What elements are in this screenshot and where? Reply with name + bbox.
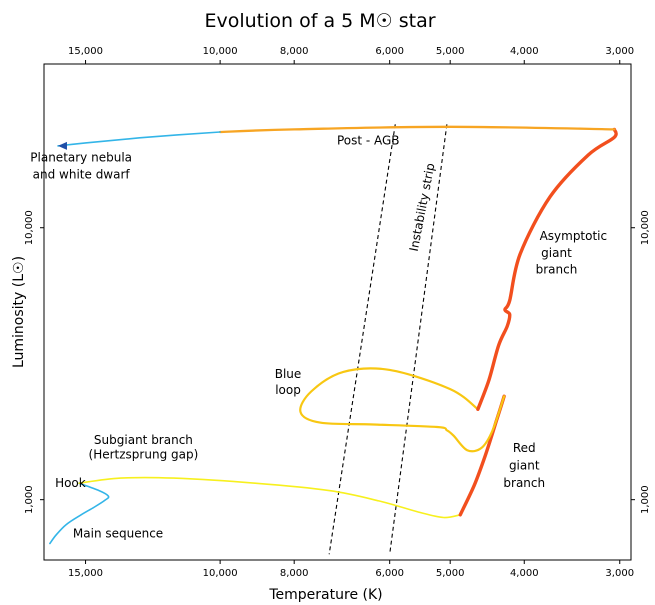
series-layer [49,125,618,545]
series-blue-loop [299,367,506,453]
annotation-asymptotic: Asymptotic [540,229,608,243]
annotation-and-white-dwarf: and white dwarf [33,167,131,181]
annotation-red: Red [513,441,536,455]
series-asymptotic-giant-branch [476,127,618,411]
series-main-sequence [49,482,110,545]
y-tick-label-right: 1,000 [640,485,651,514]
x-tick-label-bottom: 5,000 [436,568,465,579]
axis-ticks: 15,000 15,000 10,000 10,000 8,000 8,000 6,000 6… [24,46,651,579]
y-tick-label-left: 1,000 [24,485,35,514]
annotation-giant: giant [509,459,540,473]
x-tick-label-bottom: 8,000 [280,568,309,579]
x-tick-label-top: 3,000 [605,46,634,57]
chart-title: Evolution of a 5 M☉ star [204,10,435,32]
series-planetary-nebula-and-white-dwarf [57,131,221,147]
series-post-agb [218,125,616,134]
instability-strip-line [389,124,448,555]
y-tick-label-left: 10,000 [24,210,35,245]
x-tick-label-top: 10,000 [203,46,238,57]
x-tick-label-bottom: 3,000 [605,568,634,579]
annotation-post-agb: Post - AGB [337,134,400,148]
x-tick-label-bottom: 10,000 [203,568,238,579]
annotation-loop: loop [275,383,301,397]
annotation-branch: branch [503,476,545,490]
annotation-branch: branch [536,262,578,276]
annotation-planetary-nebula: Planetary nebula [30,151,132,165]
annotation-hook: Hook [55,476,86,490]
annotation-main-sequence: Main sequence [73,527,163,541]
instability-strip-line [328,124,396,555]
x-tick-label-bottom: 15,000 [68,568,103,579]
y-axis-label: Luminosity (L☉) [11,256,27,368]
annotation-hertzsprung-gap: (Hertzsprung gap) [89,447,199,461]
x-tick-label-top: 15,000 [68,46,103,57]
instability-strip-label: Instability strip [407,162,438,253]
annotation-subgiant-branch: Subgiant branch [94,433,193,447]
x-tick-label-top: 6,000 [375,46,404,57]
annotations: Planetary nebula and white dwarf Post - AG… [30,134,607,541]
annotation-blue: Blue [275,367,302,381]
y-tick-label-right: 10,000 [640,210,651,245]
x-tick-label-bottom: 4,000 [510,568,539,579]
x-tick-label-bottom: 6,000 [375,568,404,579]
x-tick-label-top: 5,000 [436,46,465,57]
plot-frame [43,63,632,561]
pn-arrowhead [57,141,67,150]
series-subgiant-branch-hertzsprung-gap [78,476,462,519]
x-axis-label: Temperature (K) [268,587,382,603]
x-tick-label-top: 4,000 [510,46,539,57]
x-tick-label-top: 8,000 [280,46,309,57]
annotation-giant: giant [541,246,572,260]
instability-strip: Instability strip [328,124,448,555]
